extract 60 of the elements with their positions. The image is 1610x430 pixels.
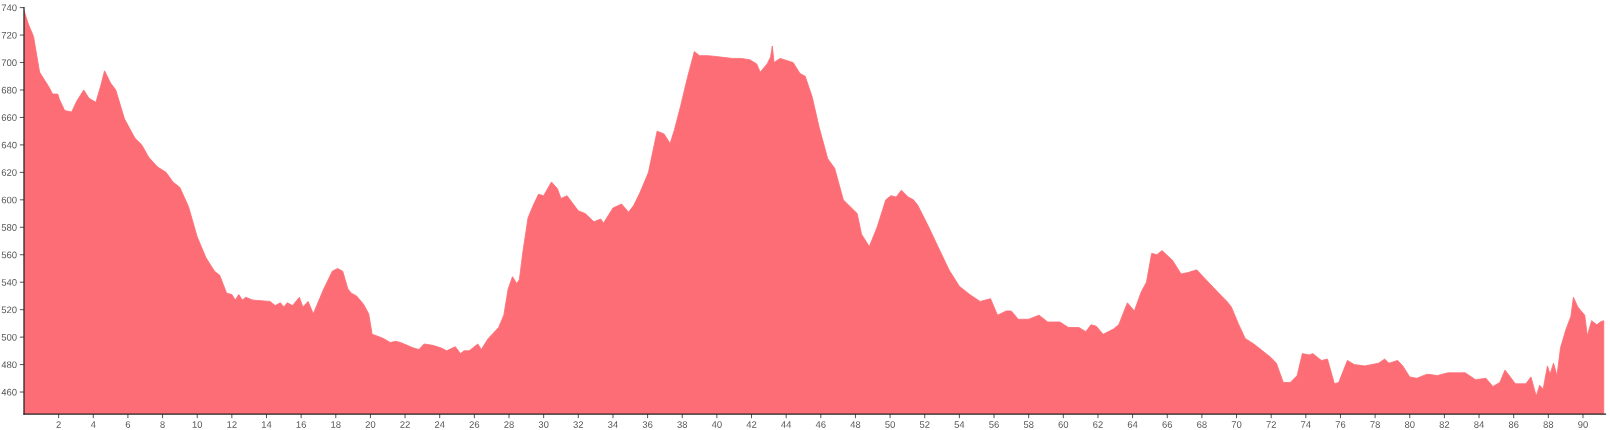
x-tick-label: 48 bbox=[850, 421, 861, 428]
x-tick-label: 78 bbox=[1370, 421, 1380, 428]
x-tick-label: 74 bbox=[1301, 421, 1311, 428]
y-tick-label: 540 bbox=[1, 279, 17, 286]
x-tick-label: 6 bbox=[125, 421, 131, 428]
x-tick-label: 50 bbox=[885, 421, 895, 428]
x-tick-label: 2 bbox=[56, 421, 61, 428]
x-tick-label: 42 bbox=[746, 421, 757, 428]
x-tick-label: 24 bbox=[434, 421, 445, 428]
x-tick-label: 82 bbox=[1439, 421, 1450, 428]
x-tick-label: 90 bbox=[1578, 421, 1588, 428]
y-tick-label: 480 bbox=[1, 361, 17, 369]
y-tick-label: 640 bbox=[1, 141, 17, 149]
x-tick-label: 22 bbox=[400, 421, 410, 428]
x-tick-label: 16 bbox=[296, 421, 306, 428]
y-tick-label: 720 bbox=[1, 31, 17, 39]
x-tick-label: 64 bbox=[1127, 421, 1138, 428]
x-tick-label: 14 bbox=[261, 421, 272, 428]
x-tick-label: 38 bbox=[677, 421, 688, 428]
x-tick-label: 52 bbox=[919, 421, 930, 428]
x-tick-label: 76 bbox=[1335, 421, 1346, 428]
x-tick-label: 30 bbox=[538, 421, 549, 428]
x-tick-label: 18 bbox=[331, 421, 341, 428]
x-tick-label: 84 bbox=[1474, 421, 1485, 428]
y-tick-label: 500 bbox=[1, 333, 17, 341]
x-tick-label: 56 bbox=[989, 421, 999, 428]
x-tick-label: 36 bbox=[642, 421, 653, 428]
x-tick-label: 72 bbox=[1266, 421, 1276, 428]
x-tick-label: 40 bbox=[711, 421, 722, 428]
x-tick-label: 10 bbox=[192, 421, 203, 428]
y-tick-label: 520 bbox=[1, 306, 17, 314]
x-tick-label: 46 bbox=[815, 421, 826, 428]
y-tick-label: 580 bbox=[1, 224, 17, 231]
y-tick-label: 680 bbox=[1, 86, 17, 94]
y-tick-label: 620 bbox=[1, 169, 17, 176]
x-tick-label: 68 bbox=[1197, 421, 1207, 428]
x-tick-label: 88 bbox=[1543, 421, 1554, 428]
y-tick-label: 700 bbox=[1, 59, 17, 67]
x-tick-label: 4 bbox=[90, 421, 96, 428]
x-tick-label: 20 bbox=[365, 421, 376, 428]
x-tick-label: 54 bbox=[954, 421, 965, 428]
x-tick-label: 80 bbox=[1404, 421, 1415, 428]
x-tick-label: 44 bbox=[781, 421, 792, 428]
x-tick-label: 32 bbox=[573, 421, 584, 428]
y-tick-label: 660 bbox=[1, 114, 17, 121]
x-tick-label: 62 bbox=[1093, 421, 1103, 428]
x-tick-label: 28 bbox=[504, 421, 514, 428]
x-tick-label: 34 bbox=[608, 421, 618, 428]
x-tick-label: 60 bbox=[1058, 421, 1069, 428]
x-tick-label: 26 bbox=[469, 421, 480, 428]
x-tick-label: 66 bbox=[1162, 421, 1173, 428]
y-tick-label: 560 bbox=[1, 251, 17, 259]
y-tick-label: 740 bbox=[1, 4, 17, 12]
x-tick-label: 12 bbox=[227, 421, 237, 428]
x-tick-label: 70 bbox=[1231, 421, 1242, 428]
y-tick-label: 600 bbox=[1, 196, 17, 204]
x-tick-label: 58 bbox=[1023, 421, 1034, 428]
x-tick-label: 86 bbox=[1508, 421, 1519, 428]
x-tick-label: 8 bbox=[160, 421, 165, 428]
y-tick-label: 460 bbox=[1, 388, 17, 396]
